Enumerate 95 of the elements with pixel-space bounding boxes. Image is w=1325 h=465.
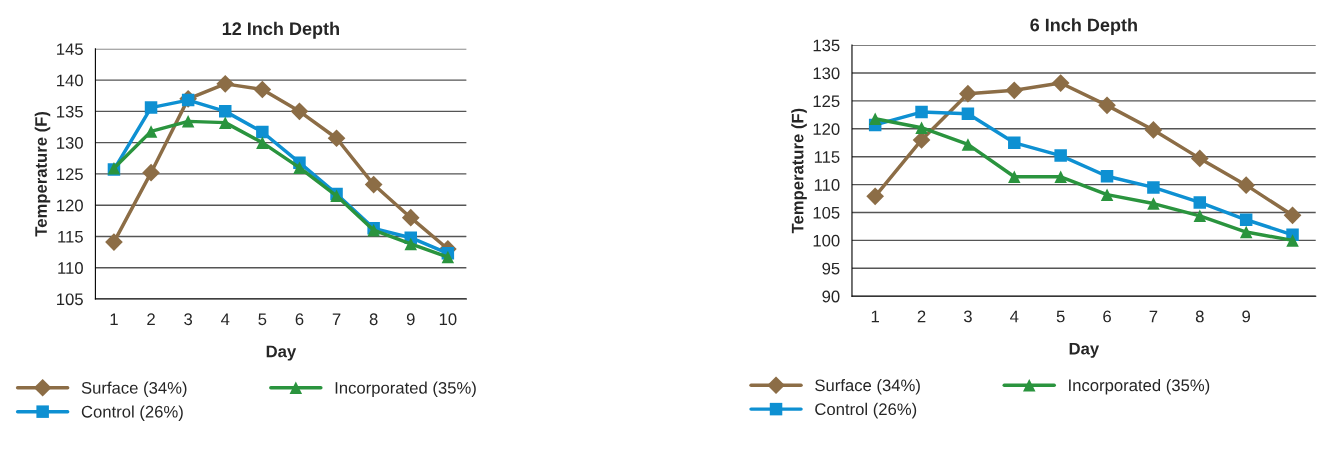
point	[1008, 170, 1021, 184]
y-tick-label: 145	[57, 43, 83, 56]
x-tick-label: 3	[184, 313, 193, 326]
legend-label: Surface (34%)	[815, 379, 920, 395]
x-tick-label: 6	[1103, 310, 1111, 323]
point	[1144, 121, 1163, 139]
y-tick-label: 90	[822, 290, 840, 303]
y-tick-label: 140	[57, 74, 83, 87]
x-tick-label: 6	[295, 313, 304, 326]
point	[327, 129, 346, 148]
point	[1286, 234, 1299, 247]
x-tick-label: 8	[369, 313, 378, 326]
y-tick-label: 130	[813, 67, 840, 80]
point	[1100, 169, 1114, 183]
legend-label: Incorporated (35%)	[335, 381, 476, 398]
point	[404, 237, 417, 251]
y-tick-label: 110	[814, 179, 840, 191]
chart-title: 12 Inch Depth	[222, 21, 339, 39]
point	[961, 138, 975, 151]
y-tick-label: 135	[57, 105, 83, 118]
point	[1190, 149, 1209, 168]
point	[253, 80, 272, 99]
x-tick-label: 9	[1242, 310, 1251, 323]
point	[293, 161, 306, 174]
y-tick-label: 125	[813, 95, 840, 108]
legend-label: Incorporated (35%)	[1069, 379, 1210, 395]
x-axis-title: Day	[266, 345, 297, 361]
point	[144, 101, 158, 114]
x-tick-label: 2	[917, 310, 926, 323]
point	[441, 250, 455, 264]
legend-label: Control (26%)	[81, 405, 183, 421]
y-axis-title: Temperature (F)	[791, 108, 807, 234]
point	[1239, 213, 1253, 227]
y-tick-label: 95	[822, 262, 840, 275]
point	[256, 136, 269, 149]
point	[1051, 74, 1070, 92]
point	[915, 105, 928, 119]
y-tick-label: 105	[57, 293, 83, 306]
y-axis-title: Temperature (F)	[34, 111, 51, 237]
point	[1005, 81, 1024, 100]
x-tick-label: 7	[332, 313, 341, 325]
point	[961, 107, 975, 120]
legend-label: Control (26%)	[815, 402, 917, 419]
point	[401, 208, 420, 227]
point	[105, 233, 123, 251]
point	[1008, 136, 1021, 150]
y-tick-label: 135	[813, 39, 840, 52]
legend-label: Surface (34%)	[81, 381, 187, 398]
x-tick-label: 7	[1149, 310, 1158, 323]
point	[144, 125, 158, 138]
y-tick-label: 130	[57, 137, 83, 149]
point	[1098, 96, 1116, 115]
point	[219, 116, 232, 129]
y-tick-label: 100	[813, 234, 840, 247]
point	[959, 84, 977, 103]
point	[1239, 225, 1253, 239]
y-tick-label: 105	[813, 206, 840, 219]
x-tick-label: 5	[1056, 310, 1065, 323]
x-tick-label: 9	[406, 313, 415, 326]
x-tick-label: 8	[1195, 310, 1204, 323]
point	[181, 115, 195, 128]
point	[364, 175, 383, 194]
point	[1054, 149, 1067, 162]
point	[868, 112, 882, 126]
point	[1054, 170, 1067, 184]
point	[219, 105, 232, 118]
point	[1147, 197, 1160, 210]
x-tick-label: 3	[963, 310, 972, 323]
x-tick-label: 4	[221, 313, 230, 325]
x-tick-label: 2	[147, 313, 155, 325]
chart-title: 6 Inch Depth	[1030, 18, 1137, 35]
point	[1193, 209, 1207, 223]
y-tick-label: 110	[58, 262, 83, 274]
point	[915, 121, 928, 134]
point	[1237, 176, 1255, 194]
y-tick-label: 125	[57, 168, 83, 181]
point	[142, 163, 160, 182]
point	[256, 125, 269, 139]
point	[1193, 196, 1207, 209]
point	[1147, 181, 1160, 194]
y-tick-label: 120	[57, 199, 83, 212]
x-tick-label: 10	[439, 313, 457, 326]
point	[1100, 188, 1114, 201]
y-tick-label: 120	[813, 123, 840, 136]
point	[1283, 206, 1302, 225]
x-tick-label: 1	[871, 310, 879, 323]
x-axis-title: Day	[1069, 342, 1100, 358]
point	[290, 102, 309, 121]
y-tick-label: 115	[814, 151, 840, 163]
x-tick-label: 5	[258, 313, 267, 326]
x-tick-label: 1	[110, 313, 118, 325]
y-tick-label: 115	[58, 231, 83, 243]
x-tick-label: 4	[1010, 310, 1019, 323]
point	[216, 75, 235, 93]
point	[866, 187, 884, 206]
